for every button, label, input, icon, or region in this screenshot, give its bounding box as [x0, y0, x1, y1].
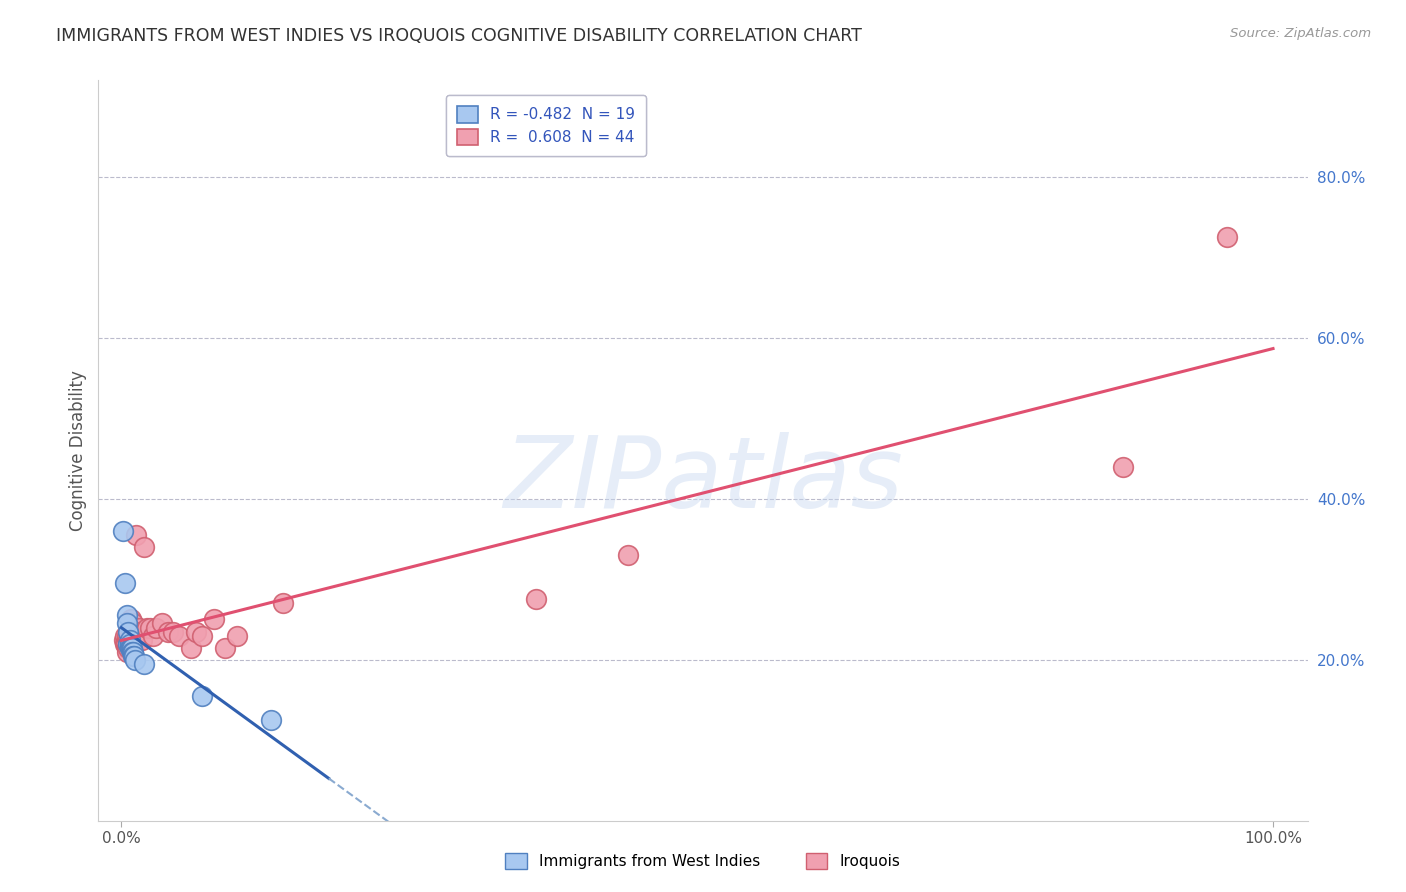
Point [117, 637, 139, 651]
Point [122, 632, 145, 647]
Point [134, 540, 156, 554]
Point [124, 637, 146, 651]
Point [128, 624, 150, 639]
Point [141, 628, 163, 642]
Point [1112, 459, 1135, 474]
Text: IMMIGRANTS FROM WEST INDIES VS IROQUOIS COGNITIVE DISABILITY CORRELATION CHART: IMMIGRANTS FROM WEST INDIES VS IROQUOIS … [56, 27, 862, 45]
Point [120, 637, 142, 651]
Point [120, 612, 142, 626]
Point [191, 628, 214, 642]
Legend: Immigrants from West Indies, Iroquois: Immigrants from West Indies, Iroquois [499, 847, 907, 875]
Point [114, 637, 136, 651]
Y-axis label: Cognitive Disability: Cognitive Disability [69, 370, 87, 531]
Point [115, 637, 138, 651]
Point [122, 648, 145, 663]
Point [112, 632, 135, 647]
Point [118, 637, 141, 651]
Point [118, 632, 141, 647]
Point [225, 628, 247, 642]
Legend: R = -0.482  N = 19, R =  0.608  N = 44: R = -0.482 N = 19, R = 0.608 N = 44 [446, 95, 645, 156]
Point [139, 620, 162, 634]
Point [134, 657, 156, 671]
Point [135, 620, 157, 634]
Point [122, 645, 145, 659]
Point [121, 628, 143, 642]
Point [122, 616, 145, 631]
Text: Source: ZipAtlas.com: Source: ZipAtlas.com [1230, 27, 1371, 40]
Point [122, 624, 145, 639]
Point [114, 576, 136, 591]
Point [122, 648, 145, 663]
Point [121, 637, 143, 651]
Point [167, 628, 190, 642]
Point [115, 640, 138, 655]
Text: ZIPatlas: ZIPatlas [503, 432, 903, 529]
Point [115, 616, 138, 631]
Point [115, 608, 138, 623]
Point [117, 624, 139, 639]
Point [524, 592, 547, 607]
Point [120, 640, 142, 655]
Point [271, 596, 294, 610]
Point [128, 620, 150, 634]
Point [125, 528, 148, 542]
Point [111, 524, 134, 538]
Point [260, 713, 283, 727]
Point [115, 640, 138, 655]
Point [617, 548, 640, 562]
Point [118, 637, 141, 651]
Point [115, 628, 138, 642]
Point [121, 645, 143, 659]
Point [162, 624, 184, 639]
Point [150, 616, 173, 631]
Point [156, 624, 179, 639]
Point [115, 645, 138, 659]
Point [145, 620, 167, 634]
Point [121, 640, 143, 655]
Point [180, 640, 202, 655]
Point [191, 689, 214, 703]
Point [118, 628, 141, 642]
Point [117, 632, 139, 647]
Point [1216, 230, 1239, 244]
Point [124, 653, 146, 667]
Point [186, 624, 208, 639]
Point [118, 640, 141, 655]
Point [117, 640, 139, 655]
Point [214, 640, 236, 655]
Point [131, 632, 153, 647]
Point [114, 628, 136, 642]
Point [202, 612, 225, 626]
